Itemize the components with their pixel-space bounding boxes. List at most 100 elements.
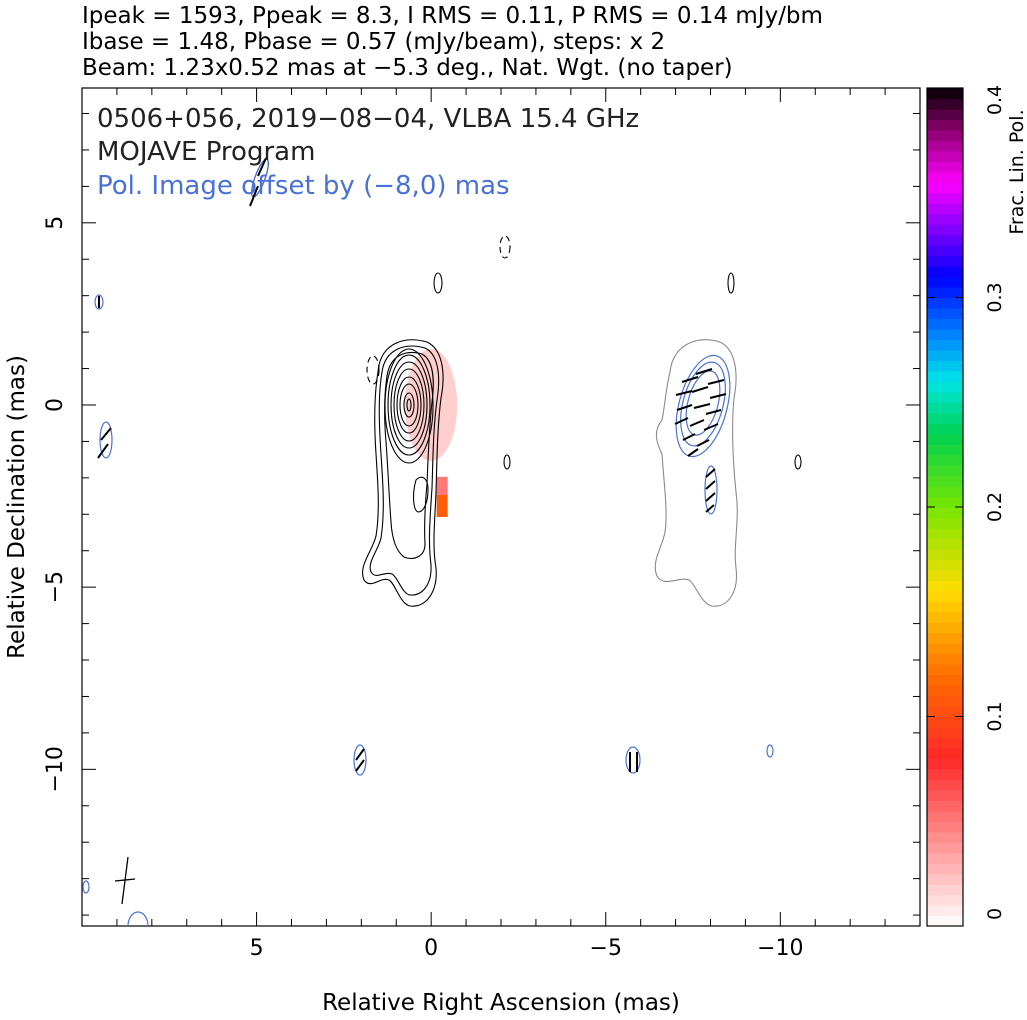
colorbar-step bbox=[927, 664, 963, 676]
pol-image-i-contour bbox=[654, 339, 738, 607]
pol-contour-11 bbox=[127, 911, 149, 926]
evpa-tick bbox=[695, 368, 713, 375]
map-content bbox=[82, 157, 802, 926]
evpa-tick bbox=[707, 379, 725, 385]
colorbar-step bbox=[927, 203, 963, 215]
colorbar-tick-label: 0 bbox=[984, 908, 1006, 920]
colorbar-step bbox=[927, 800, 963, 812]
colorbar-step bbox=[927, 98, 963, 110]
colorbar-step bbox=[927, 318, 963, 330]
i-contour-knot bbox=[413, 476, 429, 513]
pol-contour-1 bbox=[675, 354, 731, 458]
evpa-tick bbox=[705, 492, 716, 502]
x-tick-label: −5 bbox=[590, 936, 622, 961]
colorbar-step bbox=[927, 360, 963, 372]
pol-contour-4 bbox=[704, 465, 718, 515]
axis-ticks bbox=[82, 88, 920, 926]
colorbar-step bbox=[927, 161, 963, 173]
evpa-tick bbox=[355, 759, 365, 772]
colorbar-step bbox=[927, 779, 963, 791]
x-tick-label: 5 bbox=[250, 936, 264, 961]
i-contour-10 bbox=[403, 392, 415, 418]
evpa-tick bbox=[674, 417, 689, 425]
beam-cross bbox=[114, 856, 136, 905]
colorbar-tick-label: 0.2 bbox=[984, 492, 1006, 522]
x-axis-label: Relative Right Ascension (mas) bbox=[322, 990, 680, 1016]
i-contour-3 bbox=[384, 351, 434, 560]
colorbar-step bbox=[927, 842, 963, 854]
pol-contours bbox=[82, 158, 774, 926]
colorbar-step bbox=[927, 129, 963, 141]
colorbar-step bbox=[927, 622, 963, 634]
evpa-tick bbox=[682, 433, 696, 441]
y-tick-label: 5 bbox=[43, 216, 68, 230]
colorbar-step bbox=[927, 88, 963, 100]
i-contour-spot-3 bbox=[727, 272, 735, 294]
evpa-tick bbox=[249, 185, 259, 207]
evpa-tick bbox=[676, 404, 693, 411]
neg-contour-1 bbox=[366, 355, 380, 385]
colorbar-step bbox=[927, 726, 963, 739]
i-contour-2 bbox=[369, 345, 440, 596]
colorbar-step bbox=[927, 108, 963, 121]
pol-contour-6 bbox=[99, 421, 113, 459]
colorbar-step bbox=[927, 821, 963, 833]
colorbar-step bbox=[927, 611, 963, 623]
colorbar-tick-label: 0.3 bbox=[984, 282, 1006, 312]
colorbar-step bbox=[927, 884, 963, 896]
colorbar-step bbox=[927, 266, 963, 278]
colorbar-step bbox=[927, 454, 963, 466]
evpa-tick bbox=[97, 443, 109, 459]
pol-contour-9 bbox=[766, 744, 774, 758]
colorbar-step bbox=[927, 297, 963, 309]
colorbar-step bbox=[927, 894, 963, 906]
i-contour-8 bbox=[396, 376, 422, 434]
pol-contour-7 bbox=[353, 744, 367, 776]
pol-contour-8 bbox=[625, 746, 641, 774]
colorbar-step bbox=[927, 653, 963, 665]
colorbar-step bbox=[927, 789, 963, 801]
evpa-tick bbox=[257, 157, 267, 177]
colorbar-step bbox=[927, 287, 963, 299]
colorbar-step bbox=[927, 559, 963, 571]
colorbar-step bbox=[927, 213, 963, 225]
colorbar bbox=[927, 88, 963, 927]
colorbar-step bbox=[927, 716, 963, 728]
colorbar-step bbox=[927, 444, 963, 456]
colorbar-step bbox=[927, 685, 963, 697]
pol-contour-10 bbox=[82, 880, 90, 894]
y-tick-label: −5 bbox=[43, 571, 68, 603]
colorbar-step bbox=[927, 905, 963, 917]
evpa-tick bbox=[696, 439, 710, 447]
i-contour-4 bbox=[384, 348, 434, 464]
colorbar-step bbox=[927, 810, 963, 822]
colorbar-step bbox=[927, 276, 963, 288]
colorbar-step bbox=[927, 423, 963, 435]
colorbar-step bbox=[927, 150, 963, 162]
colorbar-label: Frac. Lin. Pol. bbox=[1006, 109, 1027, 234]
evpa-tick bbox=[691, 386, 709, 393]
pol-i-outline bbox=[654, 339, 738, 607]
pol-offset-note: Pol. Image offset by (−8,0) mas bbox=[97, 171, 510, 201]
i-contour-spot-1 bbox=[433, 272, 443, 294]
colorbar-step bbox=[927, 915, 963, 927]
colorbar-step bbox=[927, 517, 963, 529]
x-tick-label: 0 bbox=[424, 936, 438, 961]
colorbar-step bbox=[927, 632, 963, 644]
colorbar-step bbox=[927, 737, 963, 749]
colorbar-step bbox=[927, 569, 963, 581]
colorbar-step bbox=[927, 307, 963, 320]
colorbar-step bbox=[927, 486, 963, 498]
i-contour-spot-4 bbox=[794, 454, 802, 470]
evpa-tick bbox=[689, 419, 705, 427]
y-tick-label: −10 bbox=[43, 746, 68, 792]
colorbar-ticks: 0 0.1 0.2 0.3 0.4 bbox=[927, 85, 1006, 927]
evpa-tick bbox=[100, 427, 112, 441]
y-tick-label: 0 bbox=[43, 398, 68, 412]
evpa-tick bbox=[675, 390, 693, 396]
colorbar-step bbox=[927, 234, 963, 246]
colorbar-step bbox=[927, 695, 963, 707]
colorbar-step bbox=[927, 192, 963, 204]
neg-contour-2 bbox=[499, 235, 511, 259]
colorbar-tick-label: 0.1 bbox=[984, 701, 1006, 731]
